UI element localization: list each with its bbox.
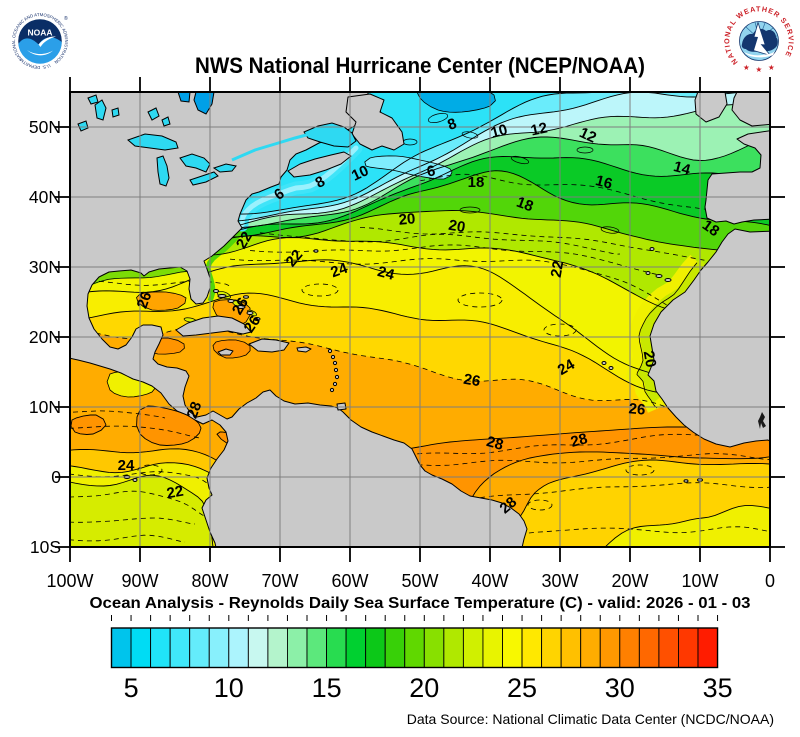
svg-text:12: 12 [577, 124, 599, 146]
svg-text:14: 14 [672, 158, 693, 179]
svg-text:5: 5 [124, 673, 139, 703]
svg-text:28: 28 [569, 430, 590, 451]
svg-text:30N: 30N [29, 257, 61, 277]
svg-text:50W: 50W [401, 571, 438, 591]
svg-text:10: 10 [214, 673, 244, 703]
svg-text:35: 35 [703, 673, 733, 703]
svg-text:20: 20 [640, 349, 660, 368]
svg-text:10W: 10W [681, 571, 718, 591]
svg-text:10: 10 [489, 121, 510, 142]
svg-text:★: ★ [756, 65, 763, 74]
svg-text:26: 26 [462, 371, 481, 391]
svg-text:40W: 40W [471, 571, 508, 591]
svg-text:28: 28 [485, 433, 506, 454]
svg-text:24: 24 [118, 457, 135, 474]
svg-text:10: 10 [349, 162, 371, 184]
svg-text:20: 20 [447, 217, 466, 237]
svg-text:®: ® [64, 15, 68, 22]
svg-text:70W: 70W [261, 571, 298, 591]
svg-text:12: 12 [529, 119, 549, 139]
svg-text:90W: 90W [121, 571, 158, 591]
svg-text:80W: 80W [191, 571, 228, 591]
svg-text:60W: 60W [331, 571, 368, 591]
svg-text:15: 15 [312, 673, 342, 703]
svg-text:18: 18 [514, 194, 535, 216]
svg-text:26: 26 [134, 289, 156, 310]
svg-text:★: ★ [768, 63, 775, 72]
svg-text:22: 22 [165, 483, 184, 503]
svg-text:26: 26 [628, 400, 646, 418]
svg-text:20W: 20W [611, 571, 648, 591]
svg-text:50N: 50N [29, 117, 61, 137]
svg-text:20: 20 [398, 210, 416, 228]
svg-text:18: 18 [699, 217, 722, 240]
svg-text:20N: 20N [29, 327, 61, 347]
svg-text:10N: 10N [29, 397, 61, 417]
svg-text:6: 6 [426, 162, 437, 180]
svg-text:100W: 100W [46, 571, 93, 591]
svg-text:26: 26 [229, 295, 252, 318]
svg-text:24: 24 [328, 259, 350, 281]
svg-text:16: 16 [594, 172, 615, 193]
svg-text:30: 30 [605, 673, 635, 703]
svg-text:Ocean Analysis - Reynolds Dail: Ocean Analysis - Reynolds Daily Sea Surf… [90, 595, 751, 612]
svg-text:18: 18 [468, 174, 485, 191]
svg-text:26: 26 [241, 313, 264, 336]
svg-text:★: ★ [743, 63, 750, 72]
svg-text:10S: 10S [30, 537, 61, 557]
svg-text:22: 22 [233, 229, 256, 252]
svg-text:28: 28 [184, 399, 206, 420]
svg-text:40N: 40N [29, 187, 61, 207]
svg-text:25: 25 [507, 673, 537, 703]
svg-text:0: 0 [51, 467, 61, 487]
svg-text:NWS National Hurricane Center: NWS National Hurricane Center (NCEP/NOAA… [195, 53, 645, 78]
svg-text:24: 24 [555, 356, 579, 379]
svg-text:NOAA: NOAA [28, 28, 53, 38]
svg-text:0: 0 [765, 571, 775, 591]
svg-text:30W: 30W [541, 571, 578, 591]
svg-text:22: 22 [548, 259, 568, 278]
svg-text:Data Source: National Climatic: Data Source: National Climatic Data Cent… [407, 711, 774, 727]
svg-text:20: 20 [409, 673, 439, 703]
svg-text:24: 24 [376, 263, 397, 284]
